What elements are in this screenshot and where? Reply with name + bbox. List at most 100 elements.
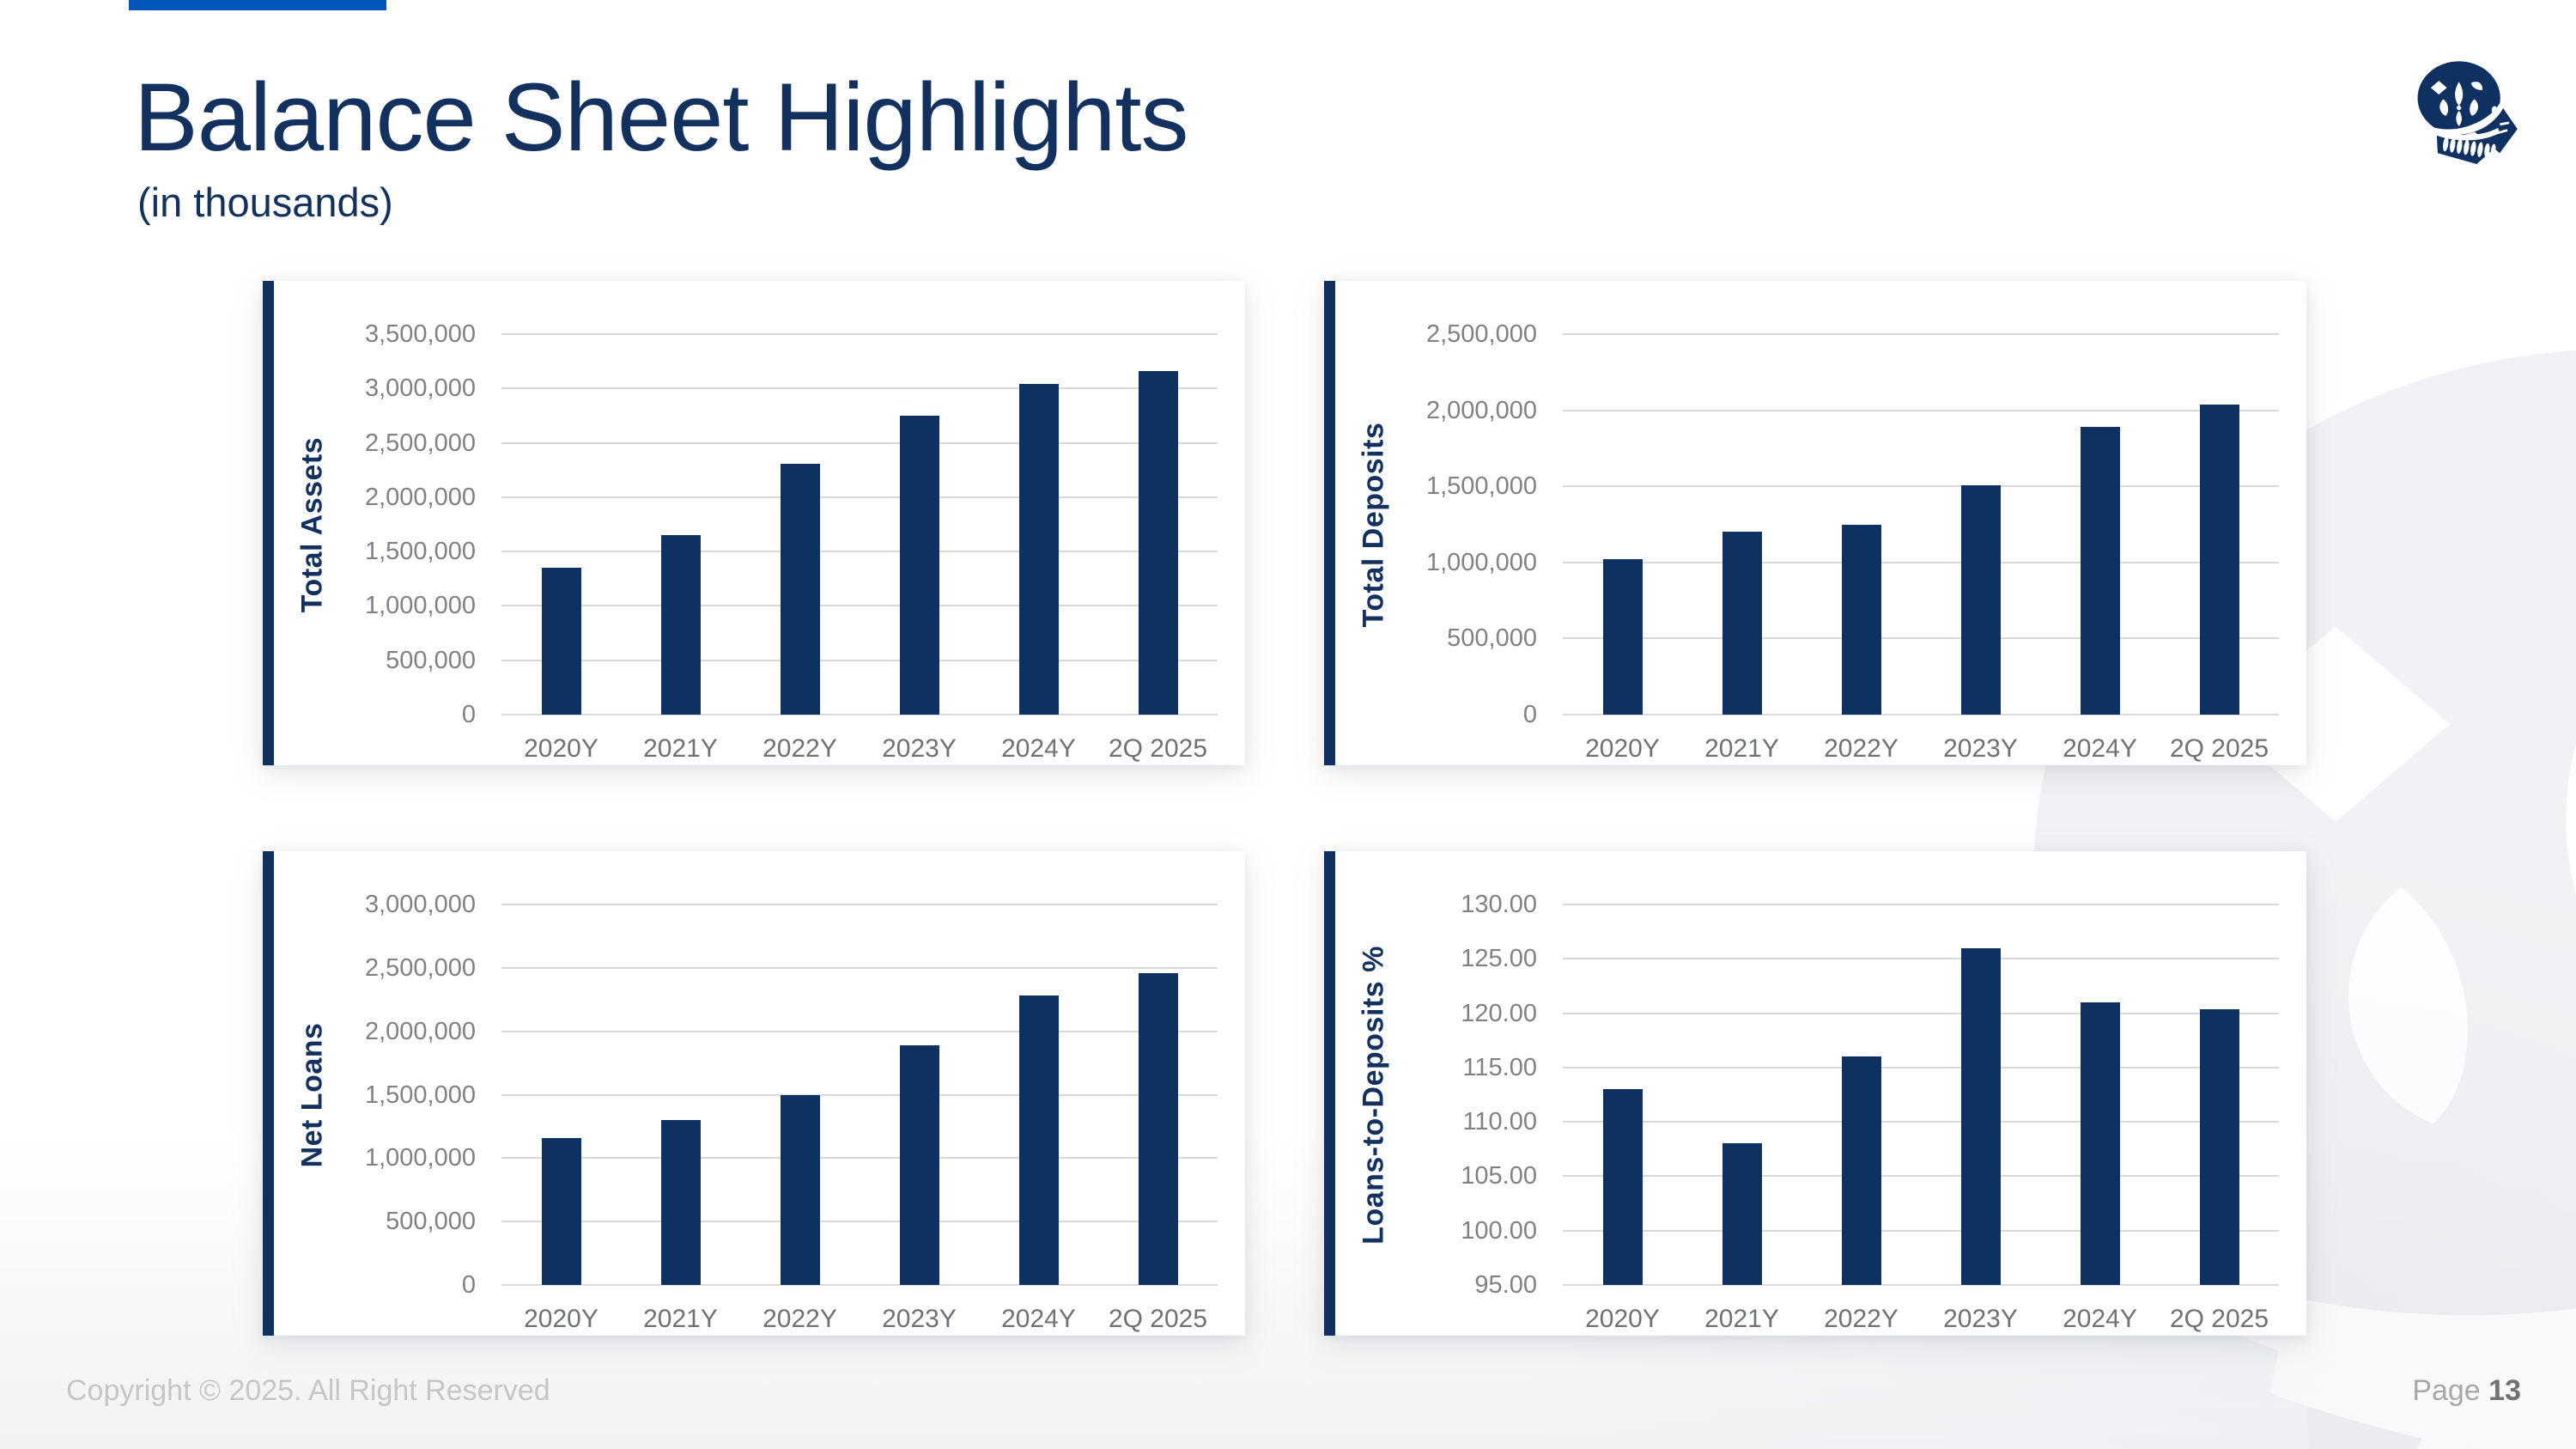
y-tick-label: 1,000,000 <box>1425 548 1537 576</box>
x-tick-label: 2022Y <box>1824 1305 1899 1333</box>
y-tick-label: 1,000,000 <box>364 1144 476 1172</box>
bar-2024y <box>1018 384 1059 715</box>
bar-2q-2025 <box>1138 371 1178 715</box>
total-assets-chart-card: Total Assets 3,500,000 3,000,000 2,500,000… <box>263 281 1245 765</box>
gridline <box>1563 1066 2279 1068</box>
page-subtitle: (in thousands) <box>137 180 393 225</box>
gridline <box>501 496 1218 498</box>
y-tick-label: 3,500,000 <box>364 320 476 348</box>
gridline <box>501 1157 1218 1160</box>
y-tick-label: 95.00 <box>1474 1271 1537 1299</box>
card-accent-bar <box>1324 281 1335 765</box>
x-tick-label: 2021Y <box>643 734 718 763</box>
total-deposits-chart-card: Total Deposits 2,500,000 2,000,000 1,500,0… <box>1324 281 2306 765</box>
y-tick-label: 2,000,000 <box>1425 396 1537 424</box>
y-tick-label: 0 <box>1522 701 1537 728</box>
y-tick-label: 105.00 <box>1461 1162 1537 1190</box>
gridline <box>1563 1229 2279 1232</box>
gridline <box>501 659 1218 661</box>
bar-2020y <box>1602 559 1643 715</box>
bar-2020y <box>541 568 581 715</box>
x-tick-label: 2024Y <box>1001 1305 1076 1333</box>
x-tick-label: 2023Y <box>1943 734 2018 763</box>
gridline <box>501 1093 1218 1096</box>
page-title: Balance Sheet Highlights <box>134 64 1188 171</box>
y-tick-label: 115.00 <box>1462 1053 1537 1081</box>
x-tick-label: 2Q 2025 <box>1108 1305 1208 1333</box>
copyright-text: Copyright © 2025. All Right Reserved <box>66 1374 550 1407</box>
x-tick-label: 2021Y <box>1704 1305 1779 1333</box>
gridline <box>1563 485 2279 488</box>
bar-2022y <box>1841 524 1881 715</box>
y-tick-label: 2,000,000 <box>364 483 476 511</box>
bar-2021y <box>1722 1143 1762 1285</box>
card-accent-bar <box>263 281 274 765</box>
total-assets-plot: 3,500,000 3,000,000 2,500,000 2,000,000 1,50… <box>263 281 1245 765</box>
bar-2020y <box>1602 1089 1643 1285</box>
y-tick-label: 2,500,000 <box>364 429 476 457</box>
card-accent-bar <box>1324 851 1335 1336</box>
page-number-label: Page <box>2412 1374 2481 1407</box>
gridline <box>501 966 1218 969</box>
gridline <box>501 551 1218 553</box>
bar-2024y <box>1018 995 1059 1285</box>
x-tick-label: 2022Y <box>762 734 837 763</box>
x-tick-label: 2020Y <box>1585 1305 1660 1333</box>
gridline <box>1563 714 2279 715</box>
y-tick-label: 2,500,000 <box>364 953 476 982</box>
y-tick-label: 130.00 <box>1461 891 1537 918</box>
x-tick-label: 2024Y <box>2063 1305 2137 1333</box>
bar-2q-2025 <box>2199 1008 2239 1285</box>
y-tick-label: 3,000,000 <box>364 891 476 918</box>
gridline <box>1563 561 2279 563</box>
bar-2022y <box>1841 1056 1881 1285</box>
bar-2022y <box>780 463 820 715</box>
gridline <box>1563 1121 2279 1123</box>
x-tick-label: 2020Y <box>1585 734 1660 763</box>
x-tick-label: 2Q 2025 <box>1108 734 1208 763</box>
y-tick-label: 110.00 <box>1462 1108 1537 1136</box>
gridline <box>501 387 1218 390</box>
bar-2021y <box>660 1120 701 1285</box>
y-tick-label: 1,000,000 <box>364 592 476 620</box>
x-tick-label: 2023Y <box>1943 1305 2018 1333</box>
bar-2023y <box>899 1044 939 1285</box>
bar-2022y <box>780 1095 820 1285</box>
loans-to-deposits-chart-card: Loans-to-Deposits % 130.00 125.00 120.00 11… <box>1324 851 2306 1336</box>
gridline <box>501 333 1218 335</box>
x-tick-label: 2021Y <box>643 1305 718 1333</box>
total-deposits-plot: 2,500,000 2,000,000 1,500,000 1,000,000 500,… <box>1324 281 2306 765</box>
y-tick-label: 500,000 <box>386 646 476 674</box>
y-tick-label: 0 <box>461 1271 476 1299</box>
gridline <box>1563 1284 2279 1286</box>
net-loans-plot: 3,000,000 2,500,000 2,000,000 1,500,000 1,00… <box>263 851 1245 1336</box>
gridline <box>1563 1012 2279 1014</box>
gridline <box>501 904 1218 905</box>
bar-2020y <box>541 1138 581 1285</box>
y-tick-label: 3,000,000 <box>364 374 476 403</box>
x-tick-label: 2022Y <box>762 1305 837 1333</box>
x-tick-label: 2024Y <box>2063 734 2137 763</box>
x-tick-label: 2Q 2025 <box>2169 1305 2269 1333</box>
y-tick-label: 2,500,000 <box>1425 320 1537 348</box>
gridline <box>1563 1175 2279 1178</box>
bar-2023y <box>1960 485 2001 715</box>
y-tick-label: 500,000 <box>1447 624 1537 653</box>
bar-2021y <box>660 535 701 715</box>
gridline <box>501 714 1218 715</box>
gridline <box>501 1221 1218 1223</box>
x-tick-label: 2024Y <box>1001 734 1076 763</box>
gridline <box>1563 333 2279 335</box>
y-tick-label: 125.00 <box>1461 945 1537 973</box>
gridline <box>501 605 1218 607</box>
gridline <box>1563 637 2279 640</box>
gridline <box>501 441 1218 444</box>
x-tick-label: 2022Y <box>1824 734 1899 763</box>
x-tick-label: 2023Y <box>882 1305 957 1333</box>
y-tick-label: 100.00 <box>1461 1216 1537 1245</box>
gridline <box>1563 409 2279 411</box>
y-tick-label: 0 <box>461 701 476 728</box>
bar-2024y <box>2080 1002 2120 1285</box>
y-tick-label: 1,500,000 <box>364 538 476 566</box>
